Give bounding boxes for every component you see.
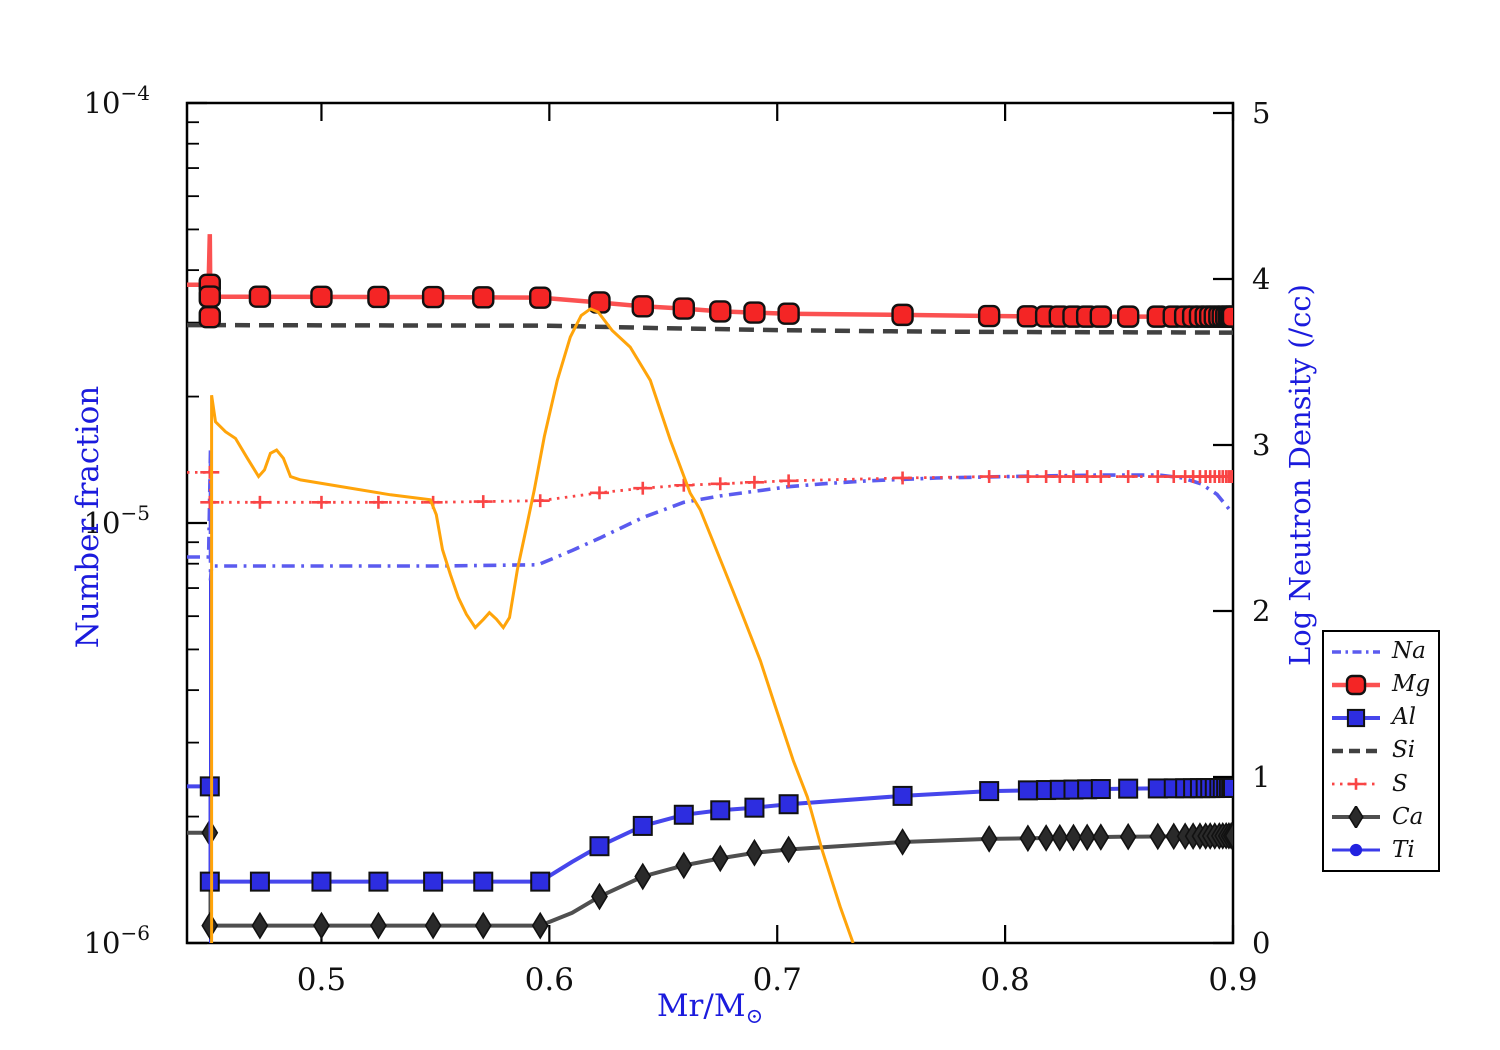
series-al-markers — [199, 776, 1233, 892]
legend-label-ti: Ti — [1392, 836, 1415, 863]
legend-label-na: Na — [1392, 638, 1426, 665]
y-left-tick-label: 10−6 — [84, 921, 150, 960]
legend-box: Na Mg Al Si S Ca Ti — [1322, 630, 1440, 872]
x-axis-label-sunsymbol: ⊙ — [745, 1004, 764, 1029]
x-tick-label: 0.5 — [297, 962, 346, 998]
legend-sample-mg-marker-line — [1332, 674, 1380, 695]
y-right-tick-label: 3 — [1252, 428, 1270, 462]
y-left-tick-label: 10−5 — [84, 501, 150, 540]
y-right-tick-label: 0 — [1252, 926, 1270, 960]
y-axis-label-right: Log Neutron Density (/cc) — [1283, 284, 1317, 666]
y-right-tick-label: 4 — [1252, 262, 1270, 296]
series-ca-markers — [201, 818, 1233, 940]
axis-ticks: 0.5 0.6 0.7 0.8 0.9 10−4 10−5 10−6 0 1 2 3 4 5 — [84, 81, 1271, 998]
series-si — [187, 322, 1233, 335]
series-na — [187, 448, 1233, 581]
legend-entry-ca: Ca — [1330, 802, 1432, 832]
y-left-tick-label: 10−4 — [84, 81, 150, 120]
legend-entry-si: Si — [1330, 736, 1432, 766]
legend-label-mg: Mg — [1392, 671, 1431, 698]
series-al — [187, 776, 1233, 892]
plot-spines — [185, 101, 1235, 945]
legend-sample-ca-marker-line — [1332, 806, 1380, 829]
legend-entry-s: S — [1330, 769, 1432, 799]
series-s-markers — [200, 465, 1233, 509]
y-right-tick-label: 1 — [1252, 760, 1270, 794]
y-axis-label-left: Number fraction — [70, 385, 106, 649]
legend-label-si: Si — [1392, 737, 1416, 764]
x-tick-label: 0.7 — [753, 962, 802, 998]
series-mg-markers — [198, 273, 1233, 329]
legend-sample-s-dotted-line — [1332, 778, 1380, 790]
series-neutron-line — [210, 307, 855, 943]
legend-sample-ti-marker-line — [1332, 844, 1380, 857]
x-axis-label-text: Mr/M — [656, 988, 746, 1024]
x-axis-label: Mr/M⊙ — [560, 988, 860, 1028]
series-na-line — [187, 448, 1233, 581]
y-right-tick-label: 2 — [1252, 594, 1270, 628]
y-right-tick-label: 5 — [1252, 96, 1270, 130]
legend-entry-na: Na — [1330, 637, 1432, 667]
x-tick-label: 0.8 — [980, 962, 1029, 998]
legend-entry-mg: Mg — [1330, 670, 1432, 700]
legend-entry-al: Al — [1330, 703, 1432, 733]
legend-label-al: Al — [1392, 704, 1416, 731]
legend-label-s: S — [1392, 770, 1408, 797]
series-ca — [187, 818, 1233, 940]
legend-sample-na-dashdot-line — [1332, 649, 1380, 654]
legend-entry-ti: Ti — [1330, 835, 1432, 865]
series-neutron — [210, 307, 855, 943]
x-tick-label: 0.9 — [1208, 962, 1257, 998]
series-mg — [187, 234, 1233, 329]
legend-sample-al-marker-line — [1332, 708, 1380, 727]
series-si-line — [187, 322, 1233, 335]
x-tick-label: 0.6 — [525, 962, 574, 998]
legend-sample-si-dashed-line — [1332, 748, 1380, 754]
legend-label-ca: Ca — [1392, 803, 1424, 830]
